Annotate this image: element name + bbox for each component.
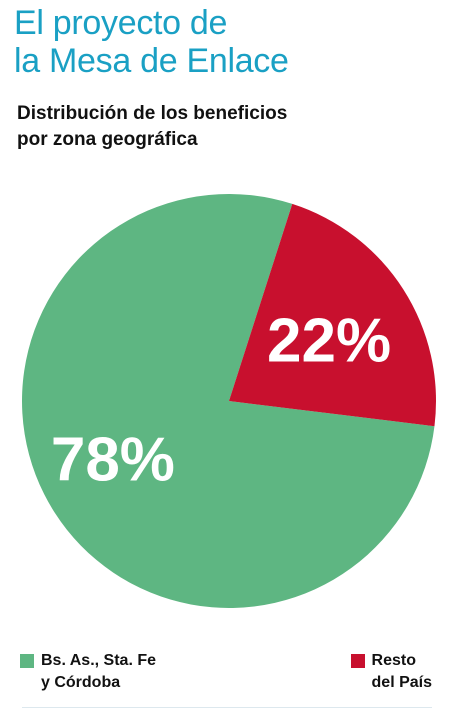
legend-label-line-2: y Córdoba <box>41 674 121 691</box>
legend-label-line-1: Resto <box>371 652 416 669</box>
chart-title-line-2: por zona geográfica <box>17 129 198 150</box>
legend-label: Resto del País <box>372 650 432 694</box>
pie-slice-resto-del-pais <box>229 203 437 427</box>
chart-title-line-1: Distribución de los beneficios <box>17 103 288 124</box>
legend-item-resto-del-pais: Resto del País <box>350 650 432 694</box>
title-line-1: El proyecto de <box>14 4 228 42</box>
legend-label: Bs. As., Sta. Fe y Córdoba <box>41 650 156 694</box>
legend-swatch-green <box>20 654 34 668</box>
slice-label-bs-as-sta-fe-cordoba: 78% <box>51 426 175 495</box>
legend-label-line-2: del País <box>371 674 432 691</box>
pie-slice-bs-as-sta-fe-cordoba <box>22 194 435 609</box>
page-title: El proyecto de la Mesa de Enlace <box>14 4 434 80</box>
legend-swatch-red <box>350 654 365 668</box>
title-line-2: la Mesa de Enlace <box>14 42 289 80</box>
bottom-divider <box>22 707 432 708</box>
slice-label-resto-del-pais: 22% <box>267 306 391 375</box>
pie-chart: 78% 22% <box>22 194 437 609</box>
legend-label-line-1: Bs. As., Sta. Fe <box>41 652 156 669</box>
legend-item-bs-as-sta-fe-cordoba: Bs. As., Sta. Fe y Córdoba <box>20 650 156 694</box>
chart-title: Distribución de los beneficios por zona … <box>17 101 417 153</box>
